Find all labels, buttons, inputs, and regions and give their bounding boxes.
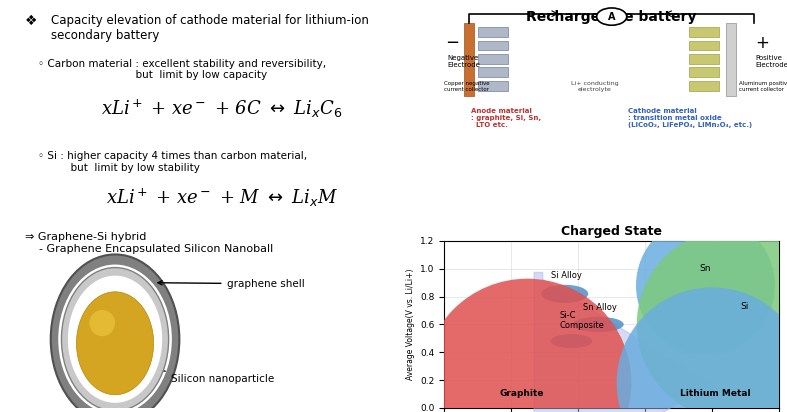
FancyBboxPatch shape (689, 27, 719, 37)
Title: Charged State: Charged State (561, 225, 662, 239)
Ellipse shape (76, 292, 153, 395)
FancyBboxPatch shape (726, 23, 736, 96)
Text: Cathode material
: transition metal oxide
(LiCoO₂, LiFePO₄, LiMn₂O₄, etc.): Cathode material : transition metal oxid… (628, 108, 752, 128)
Text: Li+ conducting
electrolyte: Li+ conducting electrolyte (571, 81, 619, 92)
Ellipse shape (541, 285, 588, 303)
Text: ◦ Carbon material : excellent stability and reversibility,
                     : ◦ Carbon material : excellent stability … (38, 59, 326, 80)
Text: ─: ─ (448, 33, 457, 52)
Point (521, 379, 534, 386)
Text: Capacity elevation of cathode material for lithium-ion
secondary battery: Capacity elevation of cathode material f… (50, 14, 368, 42)
Text: Si-C
Composite: Si-C Composite (559, 311, 604, 330)
Text: A: A (608, 12, 615, 21)
Text: Sn Alloy: Sn Alloy (583, 304, 617, 312)
Ellipse shape (89, 310, 115, 336)
Text: +: + (756, 33, 770, 52)
Text: ◦ Si : higher capacity 4 times than carbon material,
          but  limit by low: ◦ Si : higher capacity 4 times than carb… (38, 152, 307, 173)
Text: Graphite: Graphite (500, 389, 544, 398)
Text: Lithium Metal: Lithium Metal (679, 389, 750, 398)
Text: Silicon nanoparticle: Silicon nanoparticle (111, 363, 274, 384)
Text: Aluminum positive
current collector: Aluminum positive current collector (739, 81, 787, 92)
FancyBboxPatch shape (478, 41, 508, 50)
FancyBboxPatch shape (464, 23, 475, 96)
FancyBboxPatch shape (689, 81, 719, 91)
Ellipse shape (551, 334, 593, 348)
Point (726, 321, 738, 328)
Ellipse shape (50, 255, 179, 412)
Ellipse shape (573, 317, 624, 332)
FancyBboxPatch shape (689, 41, 719, 50)
Text: Copper negative
current collector: Copper negative current collector (444, 81, 490, 92)
Text: Rechargeable battery: Rechargeable battery (527, 10, 697, 24)
Ellipse shape (68, 276, 162, 403)
Ellipse shape (61, 267, 168, 411)
Text: Si: Si (741, 302, 748, 311)
Ellipse shape (58, 265, 172, 412)
Text: Sn: Sn (700, 264, 711, 273)
Text: xLi$^+$ + xe$^-$ + M $\leftrightarrow$ Li$_x$M: xLi$^+$ + xe$^-$ + M $\leftrightarrow$ L… (106, 187, 338, 209)
FancyBboxPatch shape (478, 68, 508, 77)
Text: Si Alloy: Si Alloy (551, 271, 582, 280)
FancyBboxPatch shape (689, 54, 719, 63)
FancyBboxPatch shape (689, 68, 719, 77)
Point (706, 379, 719, 386)
Text: Anode material
: graphite, Si, Sn,
  LTO etc.: Anode material : graphite, Si, Sn, LTO e… (471, 108, 541, 128)
Text: graphene shell: graphene shell (158, 279, 305, 289)
Y-axis label: Average Voltage(V vs. Li/Li+): Average Voltage(V vs. Li/Li+) (405, 269, 415, 380)
Text: ❖: ❖ (25, 14, 38, 28)
Text: ⇒ Graphene-Si hybrid
    - Graphene Encapsulated Silicon Nanoball: ⇒ Graphene-Si hybrid - Graphene Encapsul… (25, 232, 273, 254)
Text: Negative
Electrode: Negative Electrode (448, 55, 480, 68)
Point (699, 282, 711, 289)
FancyBboxPatch shape (478, 81, 508, 91)
Text: Positive
Electrode: Positive Electrode (756, 55, 787, 68)
Text: xLi$^+$ + xe$^-$ + 6C $\leftrightarrow$ Li$_x$C$_6$: xLi$^+$ + xe$^-$ + 6C $\leftrightarrow$ … (102, 98, 343, 120)
FancyBboxPatch shape (478, 27, 508, 37)
Circle shape (597, 8, 626, 25)
FancyBboxPatch shape (478, 54, 508, 63)
